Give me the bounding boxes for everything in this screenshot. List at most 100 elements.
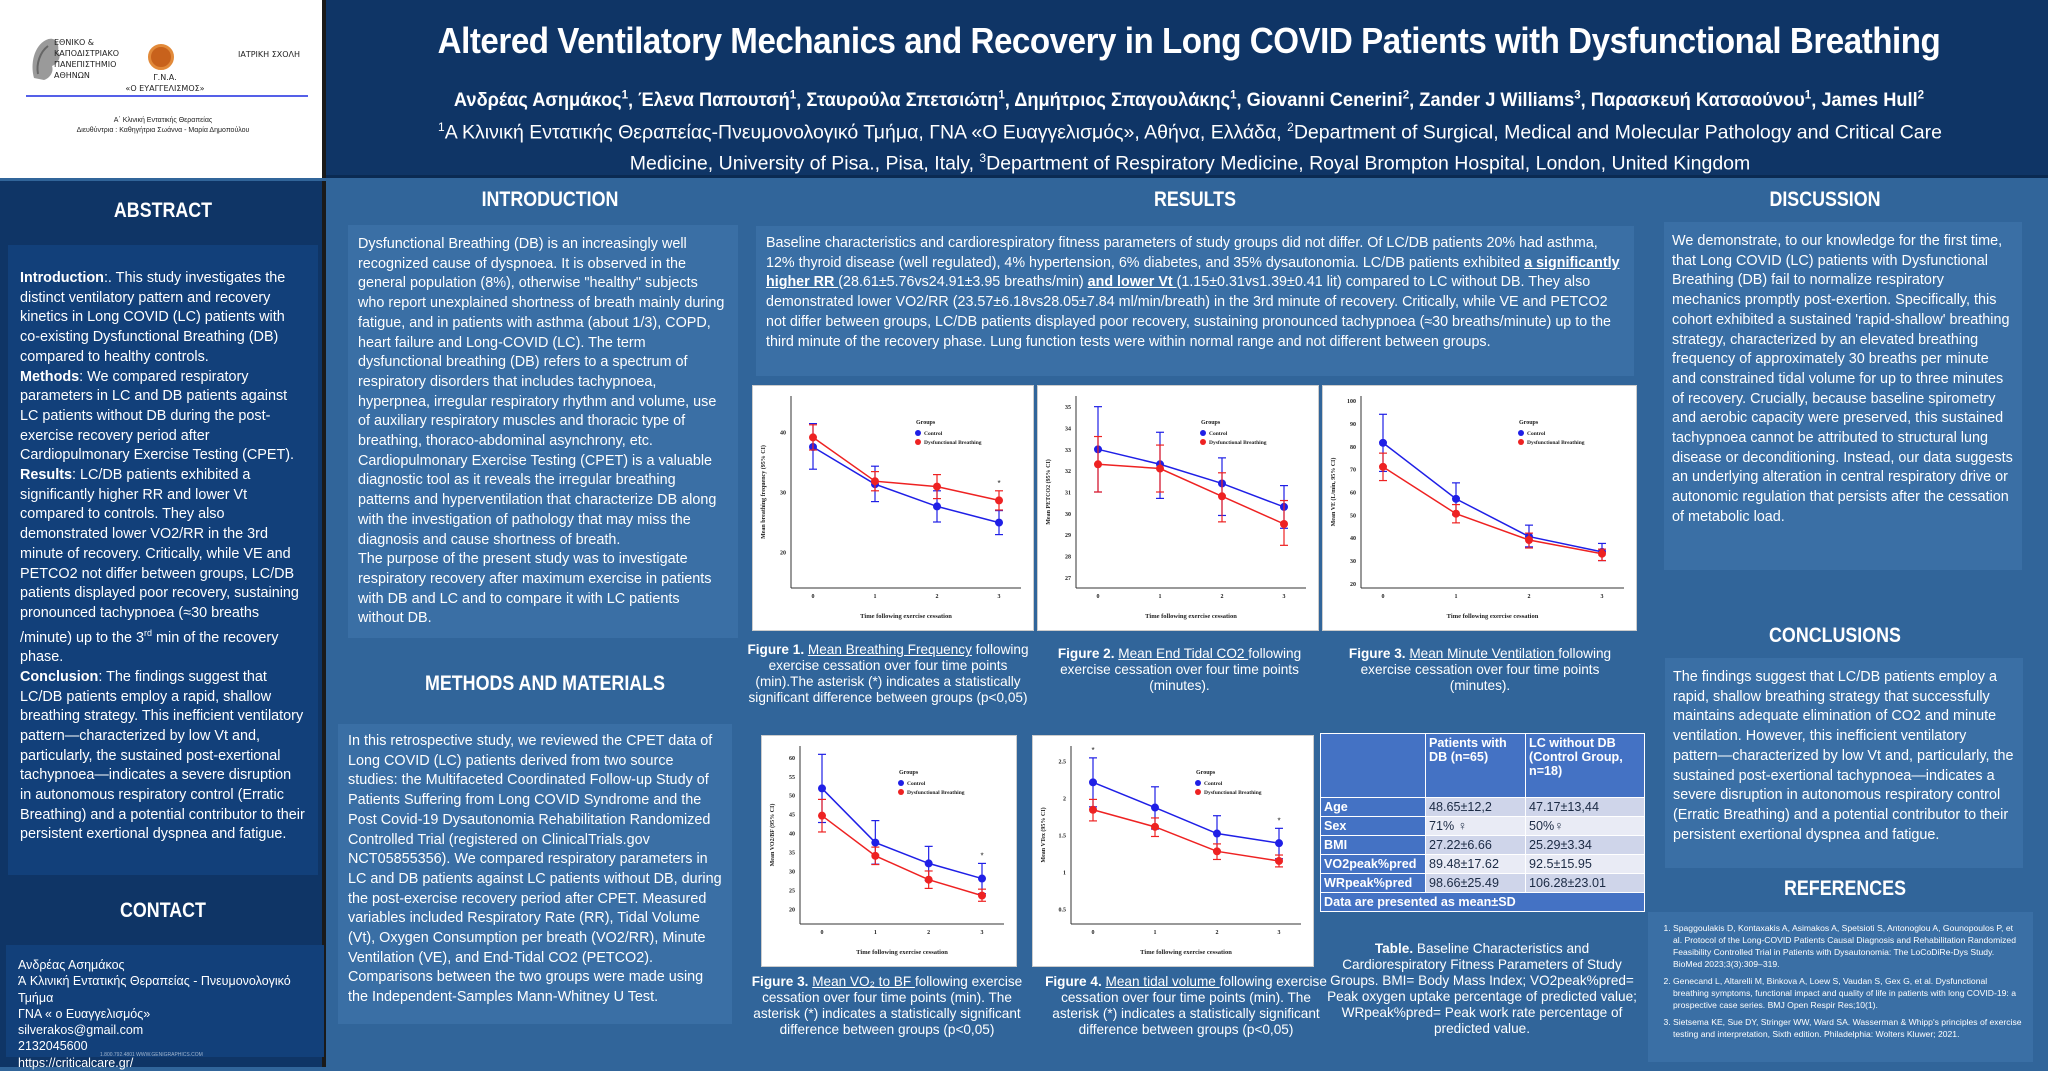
affiliation-marker: 2 (1402, 88, 1410, 102)
significance-asterisk: * (980, 851, 983, 860)
y-tick-label: 60 (789, 756, 795, 762)
legend-marker (1518, 430, 1524, 436)
y-tick-label: 0.5 (1059, 908, 1067, 914)
x-tick-label: 0 (821, 930, 824, 936)
left-column: ABSTRACT Introduction:. This study inves… (0, 181, 326, 1070)
data-point (1151, 803, 1159, 812)
abstract-body: Introduction:. This study investigates t… (8, 245, 318, 875)
hospital-seal-icon (148, 44, 174, 70)
data-point (933, 502, 941, 511)
y-tick-label: 27 (1065, 576, 1071, 582)
chart-minute-ventilation: 20 30 40 50 60 70 80 90 100 0 1 2 3 Time following ex… (1330, 396, 1624, 620)
y-tick-label: 50 (1350, 513, 1356, 519)
y-tick-label: 55 (789, 775, 795, 781)
y-tick-label: 20 (780, 551, 786, 557)
x-axis-label: Time following exercise cessation (1140, 949, 1232, 956)
legend-marker (1195, 789, 1201, 795)
legend-title: Groups (899, 770, 919, 776)
y-axis-label: Mean PETCO2 (95% CI) (1045, 459, 1052, 525)
y-tick-label: 80 (1350, 445, 1356, 451)
y-tick-label: 40 (1350, 536, 1356, 542)
legend-label: Control (924, 431, 943, 437)
y-tick-label: 34 (1065, 427, 1071, 433)
baseline-characteristics-table: Patients with DB (n=65) LC without DB (C… (1320, 733, 1645, 912)
methods-body: In this retrospective study, we reviewed… (338, 724, 732, 1024)
hospital-name: Γ.Ν.Α. «Ο ΕΥΑΓΓΕΛΙΣΜΟΣ» (125, 73, 205, 93)
data-point (978, 874, 986, 883)
contact-hospital: ΓΝΑ « ο Ευαγγελισμός» (18, 1006, 151, 1021)
x-tick-label: 3 (1283, 594, 1286, 600)
chart-breathing-frequency: 20 30 40 0 1 2 3 Time following exercise cessat… (760, 396, 1021, 620)
legend-title: Groups (1196, 770, 1216, 776)
logo-divider (26, 95, 308, 97)
chart-end-tidal-co2: 27 28 29 30 31 32 33 34 35 0 1 2 3 Time following exe… (1045, 396, 1306, 620)
contact-body: Ανδρέας Ασημάκος Ά Κλινική Εντατικής Θερ… (6, 945, 324, 1070)
affiliation-text: Department of Respiratory Medicine, Roya… (986, 152, 1751, 174)
y-tick-label: 25 (789, 888, 795, 894)
figure-4-caption: Figure 4. Mean tidal volume following ex… (1045, 974, 1327, 1037)
y-tick-label: 20 (789, 907, 795, 913)
y-tick-label: 2.5 (1059, 759, 1067, 765)
y-tick-label: 60 (1350, 491, 1356, 497)
poster-header: ΕΘΝΙΚΟ & ΚΑΠΟΔΙΣΤΡΙΑΚΟ ΠΑΝΕΠΙΣΤΗΜΙΟ ΑΘΗΝ… (0, 0, 2048, 178)
figure-3b-caption: Figure 3. Mean VO₂ to BF following exerc… (751, 974, 1023, 1037)
legend-label: Dysfunctional Breathing (1209, 440, 1267, 446)
methods-heading: METHODS AND MATERIALS (425, 672, 665, 695)
figure-1-breathing-frequency: 20 30 40 0 1 2 3 Time following exercise cessat… (752, 385, 1034, 631)
y-tick-label: 33 (1065, 448, 1071, 454)
data-point (1156, 464, 1164, 473)
discussion-body: We demonstrate, to our knowledge for the… (1664, 222, 2022, 570)
y-tick-label: 30 (780, 491, 786, 497)
x-axis-label: Time following exercise cessation (1447, 613, 1539, 620)
data-point (995, 518, 1003, 527)
x-axis-label: Time following exercise cessation (860, 613, 952, 620)
contact-website[interactable]: https://criticalcare.gr/ (18, 1055, 134, 1070)
series-line-control (1097, 448, 1285, 508)
author-name: James Hull2 (1821, 88, 1925, 112)
affiliation-text: Department of Surgical, Medical and Mole… (629, 121, 1942, 175)
institution-logos: ΕΘΝΙΚΟ & ΚΑΠΟΔΙΣΤΡΙΑΚΟ ΠΑΝΕΠΙΣΤΗΜΙΟ ΑΘΗΝ… (0, 0, 326, 178)
table-header-row: Patients with DB (n=65) LC without DB (C… (1320, 733, 1645, 798)
affiliation-text: Α Κλινική Εντατικής Θεραπείας-Πνευμονολο… (444, 121, 1288, 144)
x-tick-label: 0 (812, 594, 815, 600)
references-list: Spaggoulakis D, Kontaxakis A, Asimakos A… (1648, 912, 2033, 1062)
figure-1-caption: Figure 1. Mean Breathing Frequency follo… (747, 642, 1029, 705)
x-tick-label: 0 (1092, 930, 1095, 936)
y-tick-label: 40 (789, 832, 795, 838)
data-point (871, 851, 880, 860)
contact-email[interactable]: silverakos@gmail.com (18, 1023, 144, 1038)
abstract-heading: ABSTRACT (113, 199, 213, 222)
table-row: Sex 71% ♀ 50%♀ (1320, 816, 1645, 836)
data-point (933, 482, 941, 491)
y-tick-label: 32 (1065, 469, 1071, 475)
significance-asterisk: * (1277, 816, 1280, 825)
x-tick-label: 1 (874, 930, 877, 936)
series-line-control (821, 787, 983, 880)
legend-marker (915, 439, 921, 445)
figure-3b-vo2-to-bf: 20 25 30 35 40 45 50 55 60 0 1 2 3 Time following exe… (761, 735, 1017, 967)
data-point (995, 496, 1003, 505)
table-row: WRpeak%pred 98.66±25.49 106.28±23.01 (1320, 873, 1645, 893)
y-tick-label: 2 (1063, 796, 1066, 802)
author-name: Σταυρούλα Σπετσιώτη1 (806, 88, 1005, 112)
chart-tidal-volume: 0.5 1 1.5 2 2.5 0 1 2 3 Time following exercise c… (1040, 746, 1301, 956)
series-line-control (1382, 442, 1603, 553)
data-point (818, 784, 826, 793)
data-point (924, 859, 933, 868)
data-point (1379, 462, 1387, 471)
data-point (1213, 847, 1221, 856)
x-tick-label: 3 (998, 594, 1001, 600)
column-header-control: LC without DB (Control Group, n=18) (1525, 733, 1645, 798)
data-point (1275, 856, 1283, 865)
conclusions-body: The findings suggest that LC/DB patients… (1665, 658, 2023, 868)
x-tick-label: 3 (1278, 930, 1281, 936)
medical-school-name: ΙΑΤΡΙΚΗ ΣΧΟΛΗ (238, 50, 301, 59)
significance-asterisk: * (1091, 746, 1094, 755)
data-point (1213, 829, 1221, 838)
x-tick-label: 3 (981, 930, 984, 936)
x-tick-label: 2 (936, 594, 939, 600)
author-name: Παρασκευή Κατσαούνου1 (1590, 88, 1812, 112)
introduction-heading: INTRODUCTION (481, 188, 619, 211)
reference-item: Genecand L, Altarelli M, Binkova A, Loew… (1673, 975, 2023, 1011)
printer-footer: 1.800.792.4801 WWW.GENIGRAPHICS.COM (100, 1052, 203, 1058)
